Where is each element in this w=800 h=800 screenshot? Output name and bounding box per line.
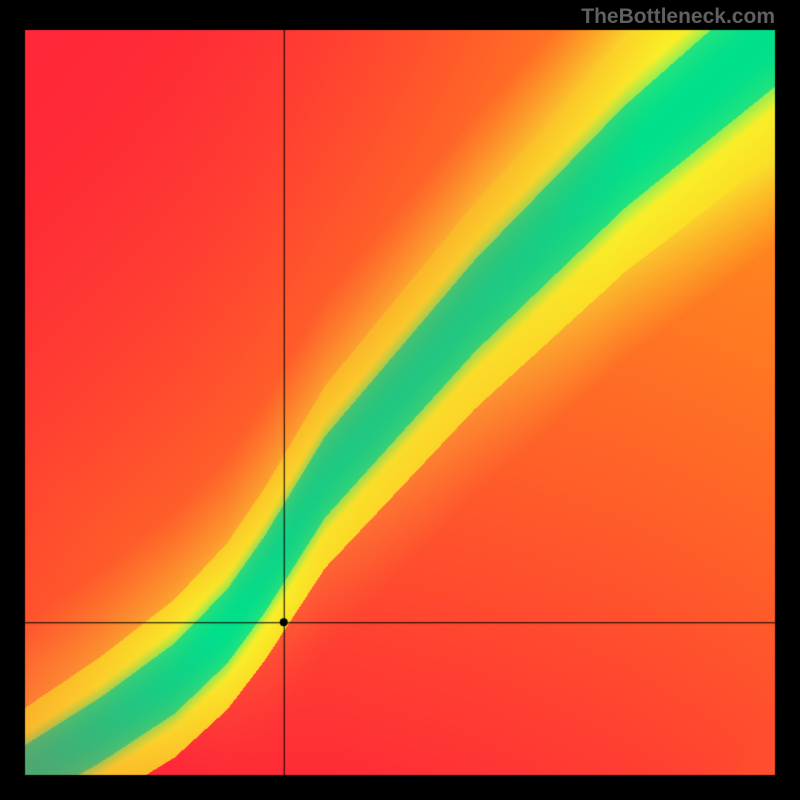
chart-container: { "watermark": { "text": "TheBottleneck.… bbox=[0, 0, 800, 800]
bottleneck-heatmap bbox=[0, 0, 800, 800]
watermark-text: TheBottleneck.com bbox=[581, 5, 775, 29]
